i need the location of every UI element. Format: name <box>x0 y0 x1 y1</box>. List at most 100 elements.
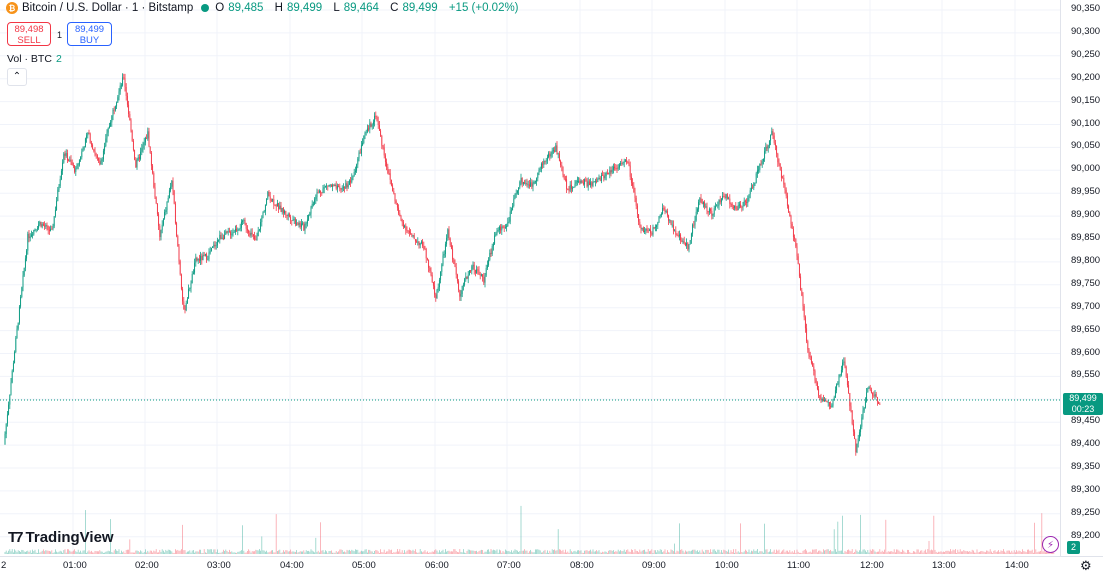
volume-bar <box>1037 551 1039 554</box>
volume-bar <box>841 550 842 554</box>
volume-bar <box>452 551 453 554</box>
candle-body <box>716 205 718 207</box>
price-tick-label: 90,100 <box>1071 117 1101 129</box>
volume-bar <box>1033 552 1034 554</box>
candle-body <box>534 181 536 183</box>
candle-body <box>773 135 775 143</box>
symbol-title[interactable]: Bitcoin / U.S. Dollar · 1 · Bitstamp <box>22 2 194 14</box>
candle-body <box>437 287 439 291</box>
volume-bar <box>465 552 467 554</box>
volume-bar <box>167 549 169 554</box>
candle-body <box>707 210 709 213</box>
tradingview-logo[interactable]: T7 TradingView <box>8 529 114 546</box>
candle-body <box>380 130 382 136</box>
volume-bar <box>410 550 411 554</box>
candle-body <box>322 188 324 194</box>
volume-bar <box>574 550 576 554</box>
volume-bar <box>73 550 74 554</box>
volume-bar <box>79 552 80 554</box>
candle-body <box>831 405 833 407</box>
candle-body <box>22 275 24 288</box>
volume-bar <box>692 549 693 554</box>
candle-body <box>741 206 743 208</box>
candle-body <box>171 180 173 187</box>
candle-body <box>838 375 840 384</box>
volume-bar <box>290 549 291 554</box>
candle-body <box>42 224 44 226</box>
volume-bar <box>836 551 837 554</box>
sell-button[interactable]: 89,498 SELL <box>7 22 51 46</box>
candle-body <box>712 214 714 216</box>
volume-bar <box>435 549 437 554</box>
volume-bar <box>733 549 734 554</box>
candle-body <box>372 121 374 125</box>
volume-bar <box>70 551 72 554</box>
volume-bar <box>466 551 468 554</box>
volume-bar <box>381 552 383 554</box>
volume-bar <box>611 550 613 554</box>
volume-bar <box>242 525 243 554</box>
settings-gear-icon[interactable]: ⚙ <box>1080 558 1092 573</box>
volume-bar <box>57 552 59 554</box>
volume-bar <box>905 552 907 554</box>
volume-bar <box>274 552 276 554</box>
candle-body <box>765 146 767 152</box>
candle-body <box>269 196 271 201</box>
volume-bar <box>794 550 795 554</box>
candle-body <box>110 122 112 126</box>
candle-body <box>774 142 776 146</box>
volume-bar <box>848 549 849 554</box>
volume-bar <box>862 549 864 554</box>
volume-bar <box>100 551 102 554</box>
volume-bar <box>571 551 572 554</box>
candle-body <box>285 211 287 215</box>
volume-bar <box>385 552 386 554</box>
candle-body <box>156 203 158 215</box>
candle-body <box>628 163 630 166</box>
candle-body <box>194 262 196 273</box>
candle-body <box>507 222 509 227</box>
buy-button[interactable]: 89,499 BUY <box>67 22 112 46</box>
time-axis[interactable] <box>0 556 1103 581</box>
candle-body <box>237 229 239 231</box>
lightning-icon[interactable]: ⚡ <box>1042 536 1059 553</box>
candle-body <box>671 224 673 226</box>
volume-bar <box>598 550 600 554</box>
candle-body <box>875 394 877 398</box>
price-tick-label: 89,250 <box>1071 506 1101 518</box>
candle-body <box>599 177 601 181</box>
candle-body <box>119 85 121 92</box>
volume-bar <box>173 552 175 554</box>
candle-body <box>422 241 424 246</box>
volume-bar <box>712 549 714 554</box>
candle-body <box>210 247 212 252</box>
volume-bar <box>257 550 259 554</box>
volume-bar <box>757 549 758 554</box>
volume-bar <box>657 550 659 554</box>
volume-bar <box>262 550 264 554</box>
candle-body <box>598 177 600 179</box>
volume-bar <box>916 549 918 554</box>
candle-body <box>728 198 730 200</box>
candle-body <box>130 120 132 131</box>
volume-bar <box>489 551 491 554</box>
volume-bar <box>746 550 747 554</box>
collapse-legend-button[interactable]: ⌃ <box>7 68 27 86</box>
volume-bar <box>62 552 63 554</box>
candle-body <box>420 241 422 243</box>
price-chart[interactable] <box>0 0 1060 556</box>
volume-bar <box>295 551 296 554</box>
candle-body <box>588 181 590 186</box>
volume-bar <box>256 550 258 554</box>
candle-body <box>790 215 792 224</box>
volume-legend[interactable]: Vol · BTC 2 <box>7 53 62 65</box>
volume-bar <box>285 550 287 554</box>
candle-body <box>28 233 30 239</box>
candle-body <box>102 150 104 160</box>
volume-bar <box>664 549 666 554</box>
candle-body <box>696 209 698 212</box>
price-axis[interactable] <box>1060 0 1103 556</box>
volume-bar <box>27 550 29 554</box>
candle-body <box>758 169 760 171</box>
candle-body <box>539 168 541 170</box>
